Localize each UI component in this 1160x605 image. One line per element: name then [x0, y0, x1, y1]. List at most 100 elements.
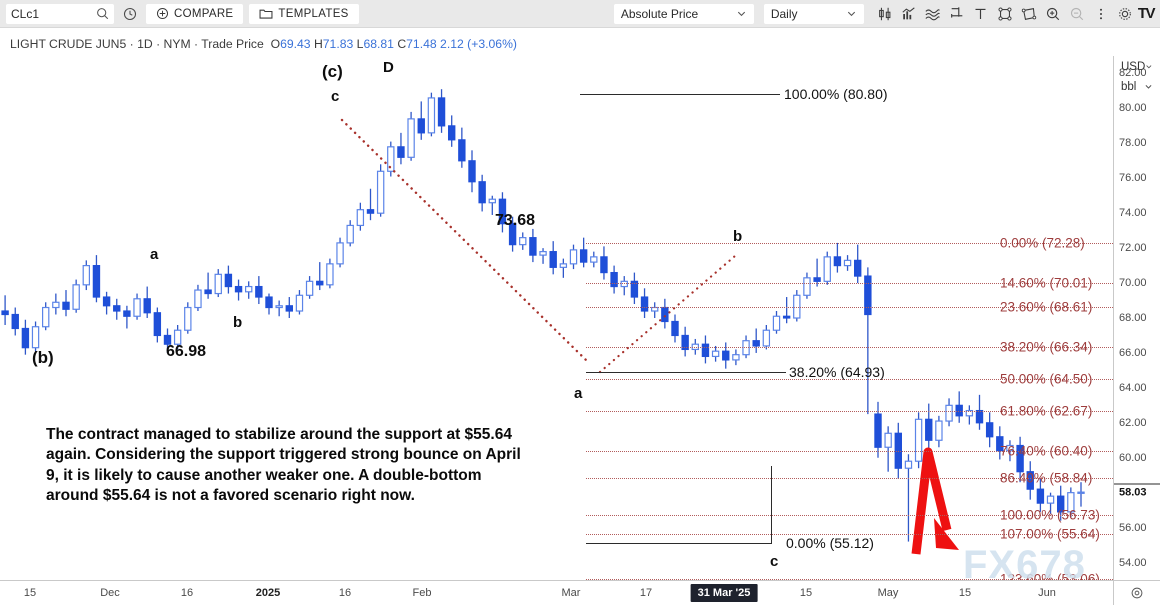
fib-level-line — [586, 514, 1113, 516]
candlestick — [275, 300, 283, 317]
candlestick — [1046, 492, 1055, 514]
quote-line: LIGHT CRUDE JUN5 · 1D · NYM · Trade Pric… — [10, 37, 517, 51]
candlestick — [376, 164, 385, 217]
candlestick — [102, 291, 111, 315]
fib-level-line — [586, 533, 1113, 535]
price-note-high: 73.68 — [495, 212, 536, 229]
chevron-down-icon — [736, 8, 747, 19]
candlestick — [346, 220, 354, 247]
candlestick — [630, 272, 639, 305]
fib-level-label: 14.60% (70.01) — [1000, 275, 1093, 291]
candlestick — [72, 279, 80, 313]
fib-level-line — [586, 307, 1113, 309]
measure-tool-icon[interactable] — [946, 3, 968, 25]
crop-frame-icon[interactable] — [994, 3, 1016, 25]
zoom-in-icon[interactable] — [1042, 3, 1064, 25]
search-icon[interactable] — [96, 7, 109, 20]
low-value: 68.81 — [363, 37, 394, 51]
fib-level-line — [586, 243, 1113, 245]
timeframe-value: Daily — [770, 6, 798, 21]
text-tool-icon[interactable] — [970, 3, 992, 25]
time-tick: Dec — [100, 587, 120, 599]
fib-level-line — [586, 578, 1113, 580]
compare-label: COMPARE — [174, 7, 234, 20]
time-axis[interactable]: 15 Dec 16 2025 16 Feb Mar 17 31 Mar '25 15 May 15 Ju… — [0, 580, 1113, 605]
candlestick — [224, 265, 233, 294]
candlestick — [945, 398, 953, 427]
candlestick — [52, 293, 60, 315]
price-axis[interactable]: USD bbl 82.00 80.00 78.00 76.00 74.00 72.00 70… — [1113, 56, 1160, 580]
candlestick — [113, 298, 121, 320]
candlestick — [519, 232, 527, 250]
candlestick — [650, 302, 659, 318]
candlestick — [1, 295, 9, 325]
candlestick-chart-icon[interactable] — [874, 3, 896, 25]
candlestick — [31, 321, 40, 352]
candlestick — [904, 454, 913, 542]
price-tick: 70.00 — [1119, 277, 1147, 290]
time-tick: 15 — [23, 587, 37, 599]
more-options-icon[interactable] — [1090, 3, 1112, 25]
fib-level-line — [586, 411, 1113, 413]
candlestick — [265, 293, 273, 315]
candlestick — [600, 246, 608, 280]
chevron-down-icon — [846, 8, 857, 19]
fib-level-line — [586, 477, 1113, 479]
time-tick: 16 — [180, 587, 194, 599]
price-tick: 68.00 — [1119, 312, 1147, 324]
price-tick: 56.00 — [1119, 521, 1147, 534]
price-tick: 74.00 — [1119, 207, 1147, 220]
candlestick — [397, 132, 405, 165]
zoom-out-icon[interactable] — [1066, 3, 1088, 25]
candlestick — [864, 267, 872, 415]
currency-label: USD — [1121, 60, 1146, 73]
trend-line — [598, 254, 737, 374]
candlestick — [417, 101, 425, 140]
clock-icon[interactable] — [120, 4, 140, 24]
candlestick — [234, 279, 243, 301]
wave-lines-icon[interactable] — [922, 3, 944, 25]
fib-level-label: 38.20% (66.34) — [1000, 339, 1093, 355]
reference-line-label: 100.00% (80.80) — [784, 86, 888, 103]
price-scale-select[interactable]: Absolute Price — [613, 3, 754, 24]
compare-button[interactable]: COMPARE — [146, 3, 244, 24]
candlestick — [184, 302, 192, 334]
wave-label-a: a — [574, 385, 583, 402]
fib-level-label: 0.00% (72.28) — [1000, 235, 1085, 251]
timeframe-select[interactable]: Daily — [763, 3, 864, 24]
candlestick — [782, 297, 791, 324]
symbol-search-input[interactable]: CLc1 — [6, 3, 114, 24]
candlestick — [82, 260, 90, 291]
plus-circle-icon — [156, 7, 169, 20]
candlestick — [803, 272, 811, 299]
chart-plot-area[interactable]: 0.00% (72.28) 14.60% (70.01) 23.60% (68.61… — [0, 56, 1113, 580]
candlestick — [833, 242, 842, 273]
candlestick — [955, 391, 963, 423]
time-tick: Mar — [561, 587, 581, 599]
toolbar-right-group: Absolute Price Daily — [613, 3, 1160, 25]
candlestick — [153, 307, 162, 343]
fib-level-label: 23.60% (68.61) — [1000, 299, 1093, 315]
candlestick — [853, 244, 862, 284]
gear-icon[interactable] — [1114, 3, 1136, 25]
wave-label-c: c — [331, 88, 340, 105]
candlestick — [549, 241, 557, 275]
candlestick — [133, 293, 141, 320]
candlestick — [448, 115, 456, 147]
candlestick — [407, 111, 415, 161]
candlestick — [935, 415, 943, 448]
interval: 1D — [137, 37, 153, 51]
indicators-icon[interactable] — [898, 3, 920, 25]
time-tick: 15 — [958, 587, 972, 599]
price-tick: 66.00 — [1119, 346, 1147, 359]
candlestick — [529, 228, 537, 263]
currency-select[interactable]: USD — [1118, 58, 1156, 75]
price-scale-value: Absolute Price — [620, 6, 699, 21]
polygon-shape-icon[interactable] — [1018, 3, 1040, 25]
templates-button[interactable]: TEMPLATES — [249, 3, 359, 24]
unit-select[interactable]: bbl — [1118, 78, 1156, 95]
candlestick — [245, 281, 253, 299]
candlestick — [722, 342, 730, 369]
chart-settings-corner-button[interactable] — [1113, 580, 1160, 605]
candlestick — [640, 288, 649, 318]
